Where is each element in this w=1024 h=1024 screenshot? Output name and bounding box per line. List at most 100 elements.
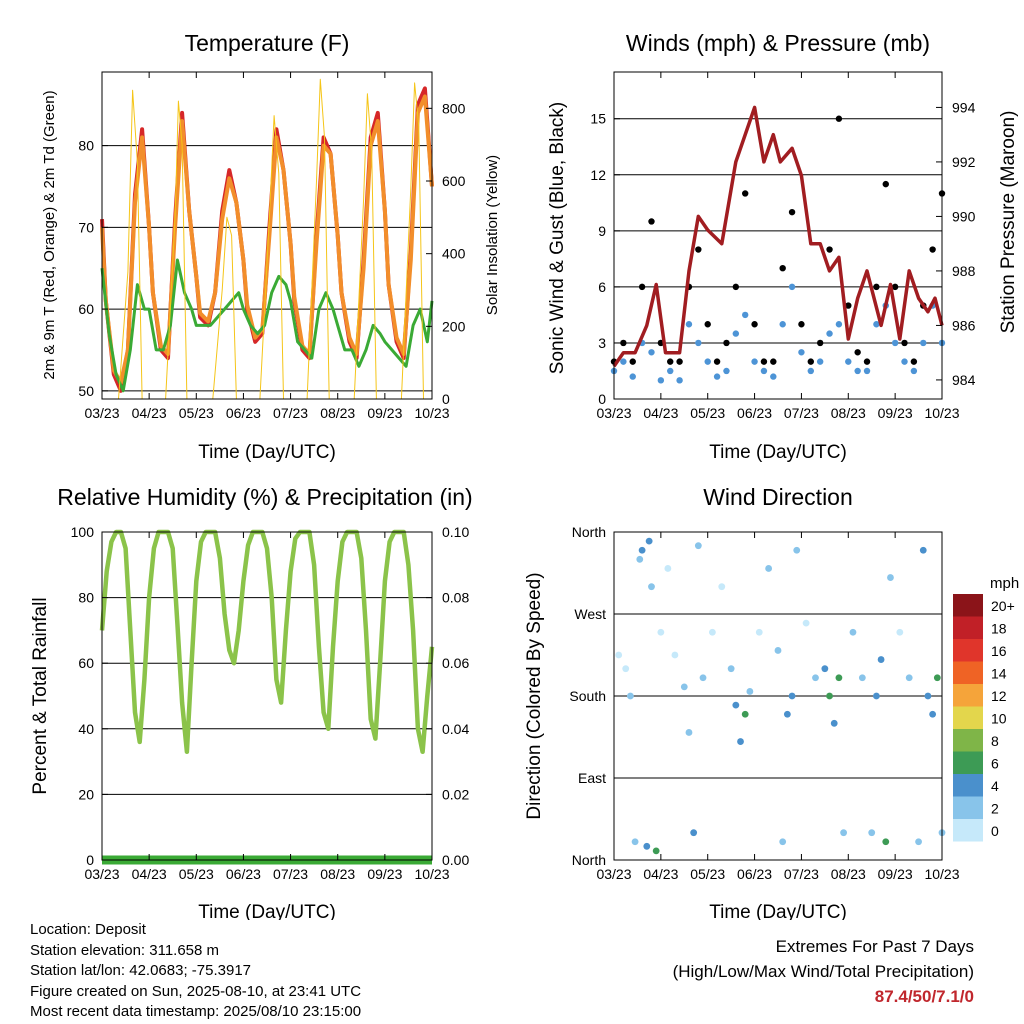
direction-point (732, 701, 740, 709)
data-point (779, 321, 786, 328)
data-point (788, 208, 796, 216)
data-point (845, 302, 852, 309)
x-tick-label: 10/23 (924, 405, 959, 421)
direction-point (793, 546, 801, 554)
temperature-title: Temperature (F) (185, 30, 350, 56)
y-tick-label: South (569, 688, 606, 704)
data-point (826, 330, 833, 337)
direction-point (929, 710, 937, 718)
y2-tick-label: 0.08 (442, 590, 469, 606)
data-point (742, 190, 749, 197)
y2-tick-label: 0.10 (442, 524, 469, 540)
wind-direction-ticks: 03/23 04/23 05/23 06/23 07/23 08/23 09/23 10/23… (569, 524, 959, 882)
data-point (901, 339, 908, 347)
data-point (891, 283, 899, 291)
humidity-panel: Relative Humidity (%) & Precipitation (i… (30, 484, 473, 920)
legend-swatch (953, 616, 983, 639)
direction-point (830, 719, 838, 727)
data-point (723, 367, 730, 375)
x-tick-label: 08/23 (831, 405, 866, 421)
data-point (751, 358, 758, 365)
data-point (704, 321, 711, 328)
direction-point (887, 574, 894, 581)
direction-point (826, 692, 833, 700)
direction-point (873, 692, 880, 700)
legend-label: 18 (991, 621, 1007, 637)
station-info: Location: Deposit Station elevation: 311… (30, 920, 361, 1023)
data-point (620, 358, 627, 365)
direction-point (680, 683, 688, 691)
x-tick-label: 03/23 (84, 405, 119, 421)
y-tick-label: 60 (78, 301, 94, 317)
direction-point (699, 674, 707, 682)
legend-swatch (953, 774, 983, 797)
direction-point (882, 838, 890, 846)
y-tick-label: 9 (598, 223, 606, 239)
legend-label: 16 (991, 643, 1007, 659)
x-tick-label: 10/23 (414, 405, 449, 421)
y2-tick-label: 600 (442, 173, 466, 189)
y-tick-label: 100 (71, 524, 95, 540)
direction-point (812, 674, 819, 682)
y-tick-label: 80 (78, 138, 94, 154)
data-point (751, 321, 758, 328)
data-point (657, 377, 665, 384)
direction-point (718, 583, 726, 591)
y-tick-label: 50 (78, 383, 94, 399)
x-tick-label: 10/23 (924, 866, 959, 882)
data-point (910, 367, 918, 375)
data-point (882, 180, 889, 188)
temperature-plot-frame (101, 71, 433, 400)
series-line (99, 529, 435, 755)
direction-point (858, 674, 866, 682)
legend-label: 0 (991, 823, 999, 839)
direction-point (645, 537, 653, 545)
y2-tick-label: 0.04 (442, 721, 469, 737)
data-point (648, 349, 655, 356)
direction-point (727, 665, 735, 673)
x-tick-label: 07/23 (273, 405, 308, 421)
x-tick-label: 03/23 (596, 405, 631, 421)
x-tick-label: 03/23 (84, 866, 119, 882)
direction-point (905, 674, 913, 682)
x-tick-label: 03/23 (596, 866, 631, 882)
x-tick-label: 07/23 (273, 866, 308, 882)
x-tick-label: 05/23 (179, 405, 214, 421)
data-point (732, 330, 740, 337)
y2-tick-label: 0.00 (442, 852, 469, 868)
y-tick-label: 60 (78, 655, 94, 671)
data-point (695, 246, 702, 253)
data-point (901, 358, 908, 365)
direction-point (685, 729, 693, 736)
extremes-values: 87.4/50/7.1/0 (874, 987, 974, 1006)
y-tick-label: East (578, 770, 606, 786)
direction-point (896, 628, 904, 636)
figure-created: Figure created on Sun, 2025-08-10, at 23… (30, 982, 362, 1000)
x-tick-label: 04/23 (643, 405, 678, 421)
extremes-title: Extremes For Past 7 Days (775, 937, 974, 956)
data-point (760, 358, 768, 365)
data-point (760, 367, 768, 375)
legend-swatch (953, 796, 983, 819)
y-tick-label: 3 (598, 335, 606, 351)
data-point (891, 339, 899, 347)
direction-point (648, 583, 655, 591)
y2-tick-label: 0.02 (442, 786, 469, 802)
y2-tick-label: 400 (442, 246, 466, 262)
x-tick-label: 08/23 (320, 866, 355, 882)
direction-point (840, 829, 847, 837)
x-tick-label: 05/23 (690, 866, 725, 882)
legend-label: 10 (991, 711, 1007, 727)
legend-swatch (953, 594, 983, 617)
data-point (779, 265, 786, 272)
temperature-xlabel: Time (Day/UTC) (198, 442, 336, 463)
data-point (676, 358, 683, 365)
winds-ticks: 03/23 04/23 05/23 06/23 07/23 08/23 09/23 10/23… (590, 72, 976, 421)
direction-point (755, 628, 763, 636)
direction-point (915, 838, 922, 846)
x-tick-label: 04/23 (132, 405, 167, 421)
legend-label: 4 (991, 778, 999, 794)
direction-point (643, 842, 651, 850)
y2-tick-label: 984 (952, 372, 976, 388)
legend-swatch (953, 639, 983, 662)
